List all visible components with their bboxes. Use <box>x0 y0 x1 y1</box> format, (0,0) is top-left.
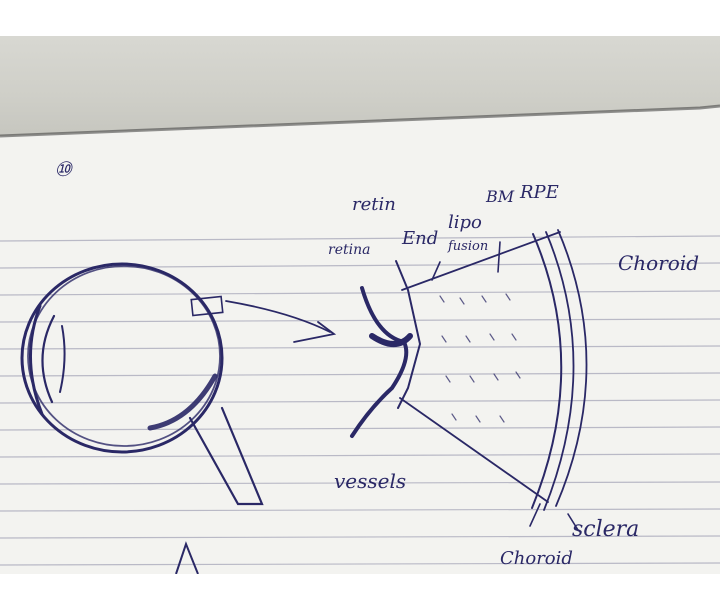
label-rpe: RPE <box>519 182 559 203</box>
partial-sketch-mark <box>175 541 199 574</box>
label-choroid-top: Choroid <box>618 251 699 275</box>
label-retina: retina <box>328 242 370 258</box>
handwritten-labels: ⑩ retin retina End lipo fusion BM RPE Ch… <box>54 157 699 569</box>
label-retin: retin <box>352 194 396 215</box>
label-lipo: lipo <box>448 212 482 233</box>
label-fusion: fusion <box>447 239 488 254</box>
label-choroid-bottom: Choroid <box>500 548 573 569</box>
page-number-label: ⑩ <box>54 157 73 181</box>
label-bm: BM <box>485 187 515 206</box>
eye-sketch <box>20 262 337 506</box>
notebook-page: ⑩ retin retina End lipo fusion BM RPE Ch… <box>0 104 720 574</box>
notebook-photo: ⑩ retin retina End lipo fusion BM RPE Ch… <box>0 36 720 574</box>
label-vessels: vessels <box>334 469 406 493</box>
ruled-lines <box>0 235 720 566</box>
layer-cross-section <box>350 229 588 531</box>
label-sclera: sclera <box>572 517 639 542</box>
label-end: End <box>401 228 438 249</box>
